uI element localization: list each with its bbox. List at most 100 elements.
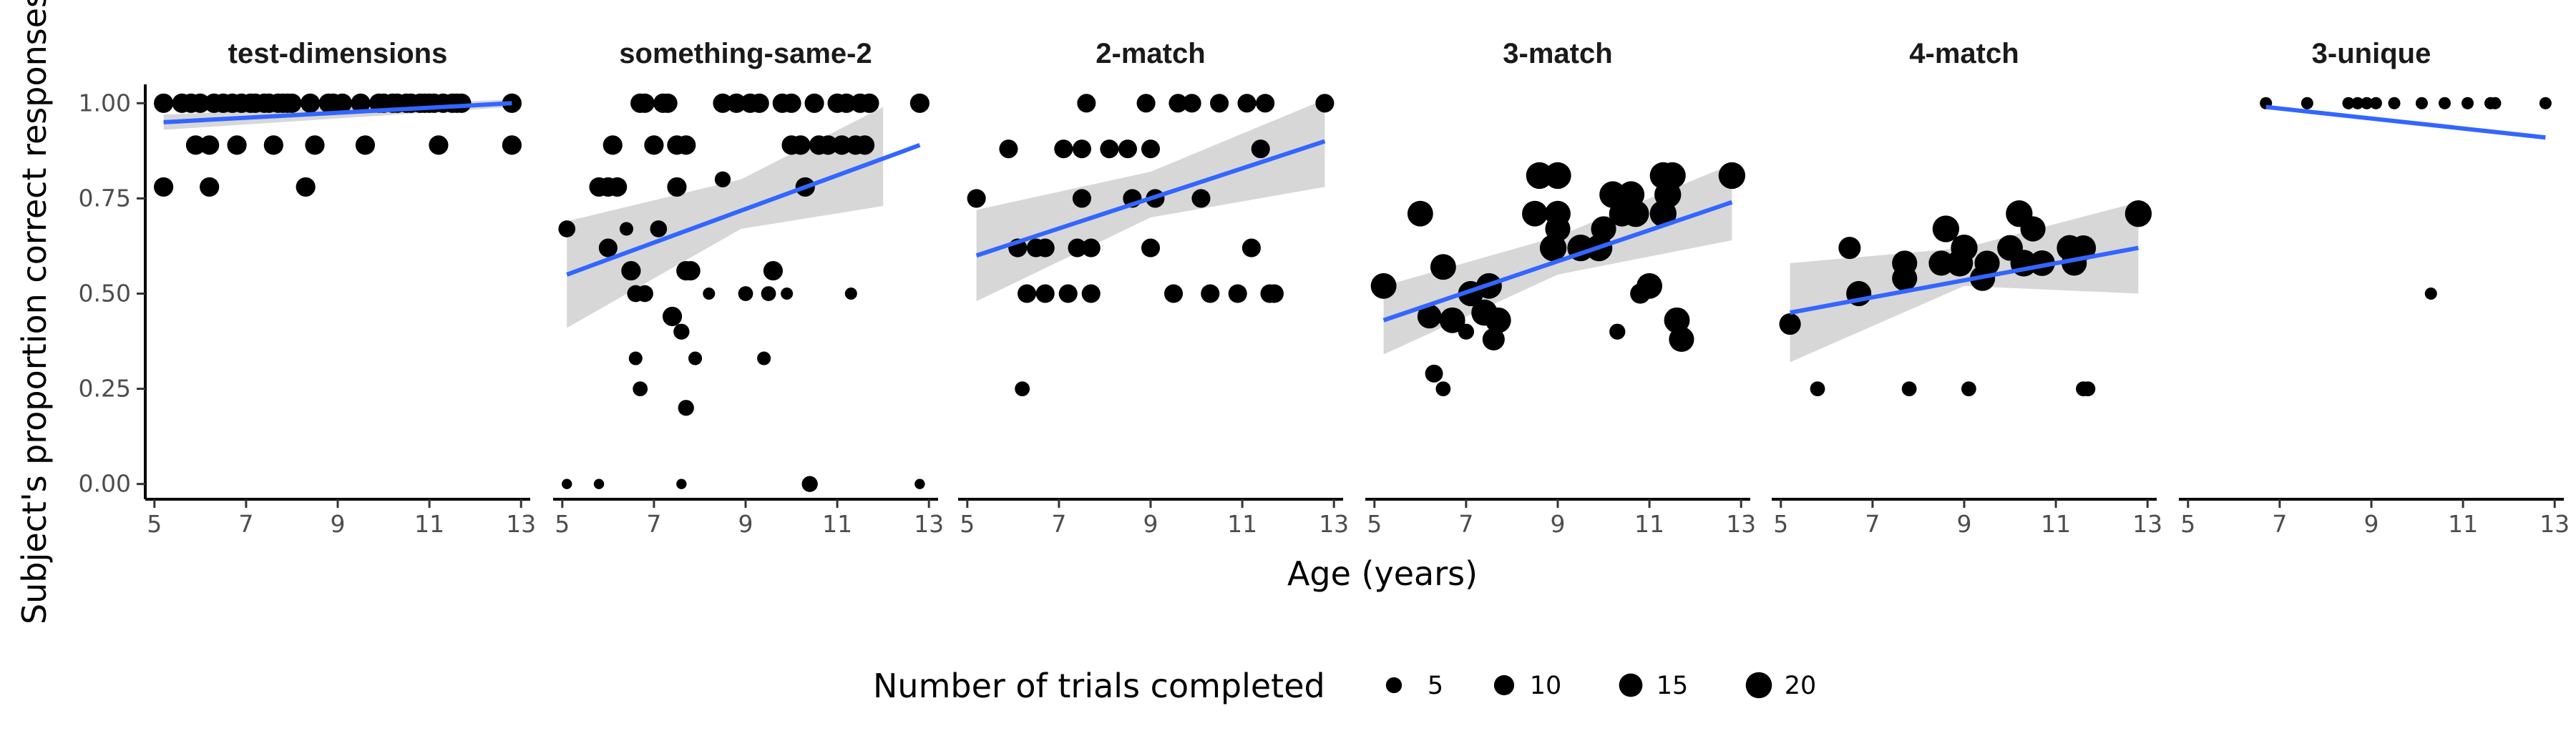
data-point	[1526, 162, 1553, 190]
data-point	[636, 285, 653, 303]
data-point	[2461, 97, 2474, 109]
data-point	[1163, 284, 1184, 303]
data-point	[1544, 162, 1571, 190]
legend-key-label: 20	[1785, 672, 1817, 700]
x-tick-label: 13	[914, 510, 944, 538]
data-point	[714, 171, 731, 187]
data-point	[680, 260, 701, 281]
data-point	[1136, 94, 1156, 113]
legend: Number of trials completed 5 10 15 20	[873, 667, 1816, 705]
legend-key-point	[1493, 674, 1515, 696]
data-point	[300, 93, 321, 113]
data-point	[1951, 234, 1978, 262]
data-point	[332, 93, 353, 113]
panel-title: something-same-2	[619, 38, 872, 69]
data-point	[1810, 381, 1825, 397]
data-point	[844, 287, 857, 300]
x-tick-label: 7	[1865, 510, 1880, 538]
data-point	[2489, 97, 2502, 109]
data-point	[1072, 189, 1091, 208]
facet-panels: test-dimensions 0.00 0.25 0.50 0.75 1.00 5 7 9 11…	[79, 38, 2570, 538]
panel-3-unique: 3-unique 5 7 9 11 13	[2179, 38, 2570, 538]
data-point	[1838, 237, 1861, 260]
x-tick-label: 5	[960, 510, 975, 538]
data-point	[305, 135, 325, 155]
x-tick-label: 13	[1319, 510, 1349, 538]
data-point	[1228, 284, 1247, 303]
data-point	[1974, 250, 2000, 276]
data-point	[1718, 162, 1746, 190]
data-point	[909, 93, 930, 113]
data-point	[598, 238, 618, 257]
x-tick-label: 11	[2448, 510, 2478, 538]
data-point	[185, 135, 206, 155]
data-point	[763, 260, 784, 281]
y-axis-title: Subject's proportion correct responses	[15, 0, 54, 624]
data-point	[662, 306, 683, 327]
data-point	[1417, 304, 1442, 329]
data-point	[2124, 200, 2152, 227]
panel-4-match: 4-match 5 7 9 11 13	[1772, 38, 2162, 538]
data-point	[1659, 162, 1686, 190]
data-point	[227, 135, 247, 155]
data-point	[282, 93, 302, 113]
data-point	[1210, 94, 1229, 113]
data-point	[1141, 139, 1161, 159]
x-tick-label: 7	[646, 510, 661, 538]
data-point	[757, 351, 771, 365]
legend-key-label: 10	[1530, 672, 1562, 700]
legend-key-point	[1619, 673, 1643, 697]
data-point	[967, 189, 986, 208]
x-tick-label: 7	[1458, 510, 1473, 538]
data-point	[154, 177, 174, 197]
data-point	[2301, 97, 2313, 109]
data-point	[154, 93, 174, 113]
data-point	[558, 220, 576, 237]
data-point	[429, 135, 449, 155]
data-point	[1264, 284, 1284, 303]
data-point	[619, 222, 634, 236]
x-tick-label: 13	[2540, 510, 2570, 538]
x-tick-label: 9	[1957, 510, 1972, 538]
x-tick-label: 13	[506, 510, 536, 538]
data-point	[1054, 139, 1073, 159]
y-tick-label: 0.50	[79, 280, 131, 308]
x-tick-label: 9	[1143, 510, 1158, 538]
data-point	[593, 478, 605, 489]
x-tick-label: 7	[1051, 510, 1066, 538]
data-point	[1068, 238, 1087, 257]
panel-title: 3-unique	[2312, 38, 2431, 69]
panel-title: 3-match	[1503, 38, 1612, 69]
data-point	[726, 93, 746, 113]
data-point	[452, 93, 472, 113]
data-point	[1482, 328, 1505, 350]
x-tick-label: 11	[414, 510, 444, 538]
data-point	[791, 135, 811, 155]
data-point	[1077, 94, 1096, 113]
data-point	[673, 323, 690, 340]
data-point	[1018, 284, 1037, 303]
y-tick-label: 0.75	[79, 184, 131, 212]
x-tick-label: 11	[1227, 510, 1257, 538]
data-point	[1141, 238, 1161, 257]
data-point	[1932, 215, 1960, 242]
data-point	[1892, 265, 1918, 291]
data-point	[1458, 323, 1475, 340]
data-point	[2351, 97, 2364, 109]
legend-key-label: 15	[1657, 672, 1689, 700]
data-point	[667, 177, 687, 197]
panel-title: 4-match	[1909, 38, 2019, 69]
x-tick-label: 13	[2132, 510, 2162, 538]
data-point	[678, 400, 694, 416]
data-point	[1072, 139, 1091, 159]
data-point	[676, 478, 687, 489]
x-tick-label: 9	[2364, 510, 2379, 538]
panel-title: test-dimensions	[228, 38, 448, 69]
data-point	[1035, 238, 1055, 257]
data-point	[1636, 273, 1663, 299]
data-point	[836, 93, 857, 113]
data-point	[200, 177, 220, 197]
data-point	[1485, 307, 1511, 333]
data-point	[1669, 326, 1694, 352]
